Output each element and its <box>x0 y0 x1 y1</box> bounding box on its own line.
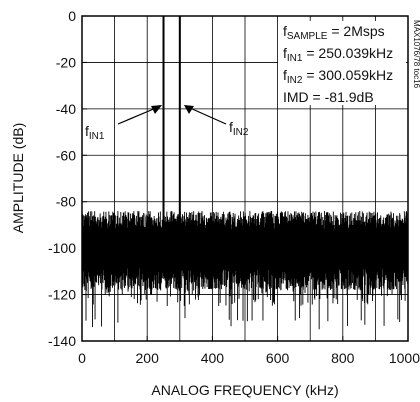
annotation-imd: IMD = -81.9dB <box>283 89 374 105</box>
x-tick-label: 400 <box>201 350 225 366</box>
side-code: MAX1076/78 toc16 <box>412 20 420 89</box>
y-tick-label: -20 <box>56 54 76 70</box>
peak-label-fin2: fIN2 <box>229 119 249 138</box>
y-tick-label: -80 <box>56 194 76 210</box>
x-tick-label: 600 <box>266 350 290 366</box>
y-tick-label: -100 <box>48 240 76 256</box>
y-tick-label: -140 <box>48 333 76 349</box>
y-tick-label: -40 <box>56 101 76 117</box>
x-tick-label: 800 <box>331 350 355 366</box>
y-axis-title: AMPLITUDE (dB) <box>10 123 26 233</box>
arrow-fin2 <box>184 105 226 124</box>
y-tick-label: -60 <box>56 147 76 163</box>
y-tick-label: 0 <box>68 8 76 24</box>
x-axis-title: ANALOG FREQUENCY (kHz) <box>151 382 338 398</box>
arrow-fin1 <box>118 105 162 124</box>
y-tick-label: -120 <box>48 287 76 303</box>
peak-label-fin1: fIN1 <box>85 123 105 142</box>
x-tick-label: 0 <box>78 350 86 366</box>
x-tick-label: 1000 <box>389 350 420 366</box>
x-tick-label: 200 <box>136 350 160 366</box>
